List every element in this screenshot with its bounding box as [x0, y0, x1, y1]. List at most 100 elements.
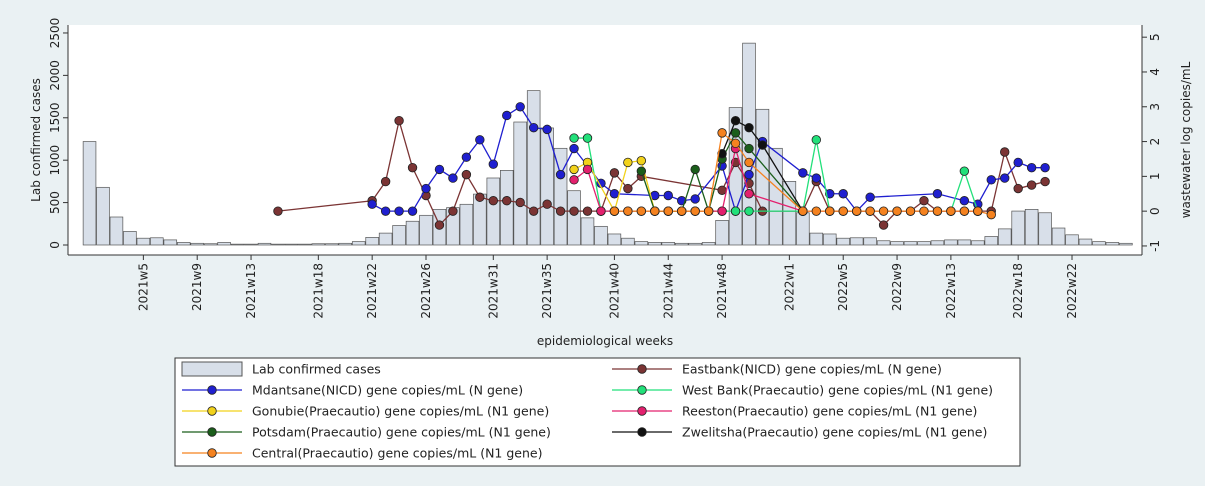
x-tick-label: 2021w9	[190, 263, 204, 311]
legend-label: Reeston(Praecautio) gene copies/mL (N1 g…	[682, 404, 977, 419]
series-marker	[717, 128, 727, 138]
x-tick-label: 2021w44	[661, 263, 675, 319]
series-marker	[798, 168, 808, 178]
series-marker	[905, 206, 916, 216]
series-marker	[421, 183, 431, 194]
series-marker	[380, 206, 391, 216]
bar	[755, 108, 770, 246]
series-marker	[730, 206, 741, 216]
x-tick-label: 2021w26	[419, 263, 433, 319]
y-tick-label: 500	[48, 191, 62, 214]
series-marker	[1026, 180, 1037, 190]
legend-swatch	[207, 427, 217, 437]
series-marker	[744, 157, 754, 168]
bar	[123, 231, 137, 246]
bar	[661, 242, 675, 246]
legend-swatch	[181, 361, 243, 377]
series-marker	[878, 206, 889, 216]
series-marker	[528, 122, 539, 133]
series-marker	[569, 206, 579, 216]
bar	[526, 90, 541, 246]
bar	[701, 242, 716, 246]
series-marker	[1013, 157, 1023, 168]
series-marker	[636, 156, 647, 166]
bar	[96, 186, 110, 246]
bar	[513, 121, 527, 246]
bar	[136, 237, 151, 246]
series-marker	[986, 209, 996, 220]
series-marker	[811, 206, 822, 216]
series-marker	[677, 206, 687, 216]
series-marker	[555, 169, 566, 180]
series-marker	[865, 192, 875, 202]
series-marker	[582, 164, 593, 175]
x-tick-label: 2021w18	[311, 263, 325, 319]
bar	[257, 242, 272, 246]
y-tick-label: 1500	[48, 103, 62, 134]
series-marker	[730, 115, 741, 126]
series-marker	[542, 124, 552, 135]
series-marker	[609, 206, 620, 216]
bar	[298, 243, 312, 246]
bar	[715, 220, 729, 246]
series-marker	[502, 196, 512, 206]
series-marker	[1000, 173, 1010, 183]
bar	[82, 141, 97, 246]
bar	[997, 228, 1012, 246]
y-tick-label: 1000	[48, 145, 62, 176]
x-tick-label: 2022w9	[890, 263, 904, 311]
legend-swatch	[637, 427, 647, 437]
y2-tick-label: 3	[1148, 103, 1162, 111]
bar	[567, 190, 581, 246]
series-marker	[448, 173, 458, 183]
legend-label: Potsdam(Praecautio) gene copies/mL (N1 g…	[252, 425, 551, 440]
x-tick-label: 2021w35	[540, 263, 554, 319]
series-marker	[744, 189, 754, 199]
series-marker	[475, 135, 485, 145]
series-marker	[636, 206, 647, 216]
series-marker	[825, 206, 835, 216]
bar	[1065, 234, 1079, 246]
bar	[863, 237, 877, 246]
bar	[782, 181, 797, 246]
series-marker	[434, 220, 445, 230]
bar	[378, 232, 393, 246]
series-marker	[407, 162, 418, 173]
series-marker	[690, 206, 700, 216]
bar	[351, 241, 366, 246]
legend-swatch	[207, 406, 217, 416]
bar	[419, 214, 433, 246]
legend-swatch	[207, 385, 217, 395]
series-marker	[636, 166, 647, 176]
series-line	[574, 137, 979, 212]
plot-area	[68, 25, 1142, 255]
x-tick-label: 2021w13	[244, 263, 258, 319]
series-marker	[986, 175, 996, 185]
series-marker	[515, 102, 525, 112]
bar	[1119, 242, 1133, 246]
bar	[876, 240, 891, 246]
series-marker	[946, 206, 956, 216]
bar	[1092, 241, 1106, 246]
x-tick-label: 2022w22	[1065, 263, 1079, 319]
bar	[648, 242, 662, 246]
series-marker	[569, 143, 579, 154]
series-marker	[609, 168, 620, 178]
bar	[203, 243, 218, 246]
bar	[405, 220, 420, 246]
bar	[580, 217, 595, 246]
bar	[903, 241, 918, 246]
y2-axis-title: wastewater log copies/mL	[1179, 61, 1193, 218]
bar	[1051, 227, 1066, 246]
bar	[674, 242, 689, 246]
bar	[1011, 210, 1025, 246]
series-marker	[878, 220, 889, 230]
series-marker	[730, 138, 741, 149]
bar	[109, 216, 124, 246]
series-marker	[663, 206, 673, 216]
series-marker	[434, 164, 445, 175]
bar	[1105, 242, 1120, 246]
series-marker	[744, 122, 754, 133]
series-marker	[825, 189, 835, 199]
series-marker	[892, 206, 902, 216]
